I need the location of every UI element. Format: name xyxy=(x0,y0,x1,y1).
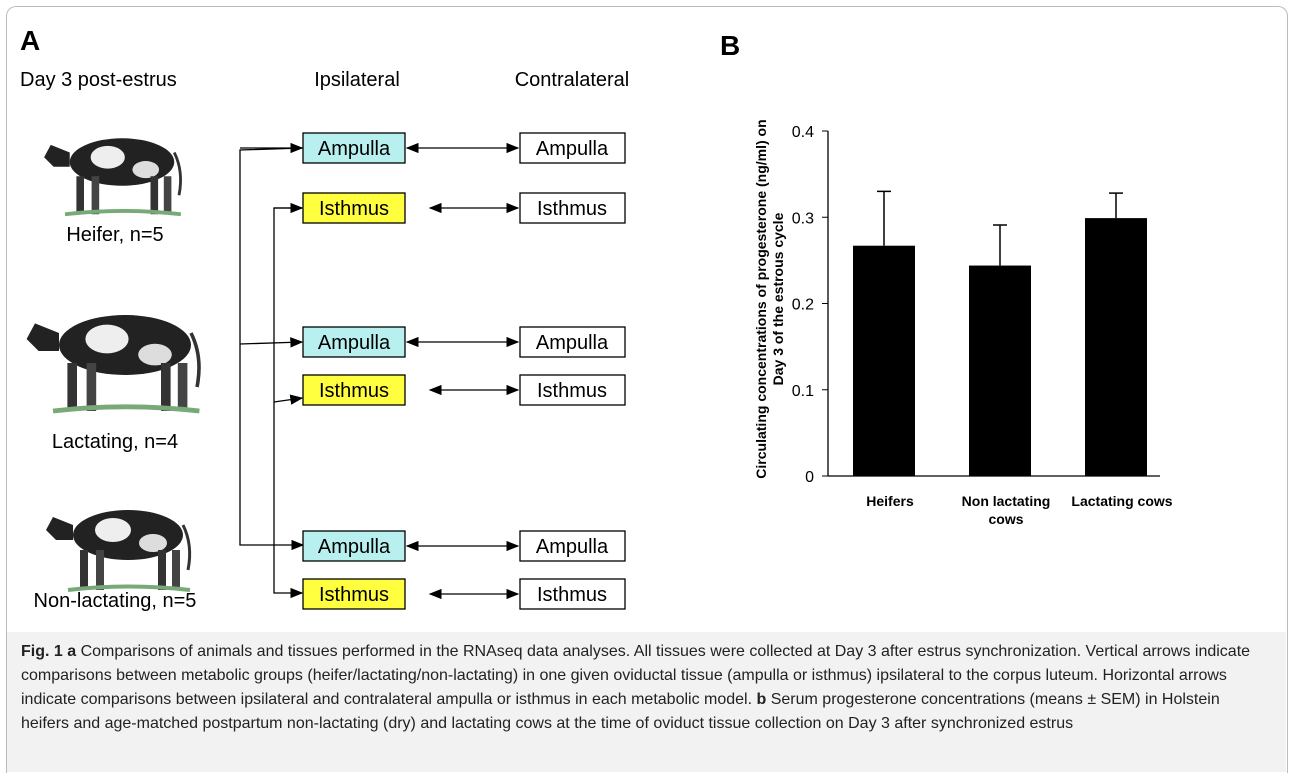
tissue-box xyxy=(519,326,626,358)
arrow xyxy=(239,337,304,348)
caption-letter: b xyxy=(756,691,767,708)
tissue-box xyxy=(302,132,406,164)
figure: A Day 3 post-estrus Ipsilateral Contrala… xyxy=(20,25,1160,612)
bar xyxy=(1085,218,1147,477)
arrow xyxy=(239,147,305,551)
y-tick-label: 0.4 xyxy=(792,124,814,141)
tissue-box xyxy=(519,192,626,224)
caption-text: Serum progesterone concentrations (means… xyxy=(21,691,1220,732)
animal-label: Lactating, n=4 xyxy=(52,431,178,453)
x-tick-label: Heifers xyxy=(866,493,914,509)
column-header: Ipsilateral xyxy=(314,69,400,91)
tissue-label: Ampulla xyxy=(536,536,609,558)
cow-icon xyxy=(27,315,200,411)
tissue-box xyxy=(302,530,406,562)
panel-label: B xyxy=(720,30,740,61)
tissue-box xyxy=(519,530,626,562)
caption: Fig. 1 a Comparisons of animals and tiss… xyxy=(7,632,1286,772)
tissue-label: Ampulla xyxy=(318,536,391,558)
tissue-box xyxy=(519,374,626,406)
cow-icon xyxy=(42,136,183,217)
tissue-box xyxy=(302,578,406,610)
y-tick-label: 0 xyxy=(805,469,814,486)
tissue-label: Ampulla xyxy=(536,138,609,160)
y-tick-label: 0.2 xyxy=(792,297,814,314)
tissue-box xyxy=(519,578,626,610)
tissue-label: Isthmus xyxy=(319,380,389,402)
tissue-label: Ampulla xyxy=(536,332,609,354)
column-header: Day 3 post-estrus xyxy=(20,69,177,91)
arrows xyxy=(239,142,305,599)
tissue-label: Isthmus xyxy=(319,198,389,220)
y-tick-label: 0.3 xyxy=(792,210,814,227)
tissue-box xyxy=(302,192,406,224)
tissue-box xyxy=(302,326,406,358)
bar xyxy=(969,265,1031,476)
tissue-box xyxy=(302,374,406,406)
x-tick-label: Lactating cows xyxy=(1071,493,1173,509)
arrow xyxy=(273,394,304,405)
tissue-label: Ampulla xyxy=(318,138,391,160)
column-header: Contralateral xyxy=(515,69,630,91)
animal-label: Non-lactating, n=5 xyxy=(34,590,197,612)
tissue-label: Ampulla xyxy=(318,332,391,354)
figure-frame xyxy=(6,6,1288,773)
tissue-label: Isthmus xyxy=(537,198,607,220)
tissue-label: Isthmus xyxy=(319,584,389,606)
caption-label: Fig. 1 xyxy=(21,643,63,660)
tissue-box xyxy=(519,132,626,164)
animal-label: Heifer, n=5 xyxy=(66,224,163,246)
caption-letter: a xyxy=(67,643,77,660)
tissue-label: Isthmus xyxy=(537,380,607,402)
tissue-label: Isthmus xyxy=(537,584,607,606)
panel-label: A xyxy=(20,25,40,56)
cow-icon xyxy=(44,508,192,592)
x-tick-label: Non lactating cows xyxy=(961,493,1051,527)
caption-text: Comparisons of animals and tissues perfo… xyxy=(21,643,1251,708)
bar xyxy=(853,245,915,476)
y-axis-label: Circulating concentrations of progestero… xyxy=(753,119,786,479)
y-tick-label: 0.1 xyxy=(792,383,814,400)
